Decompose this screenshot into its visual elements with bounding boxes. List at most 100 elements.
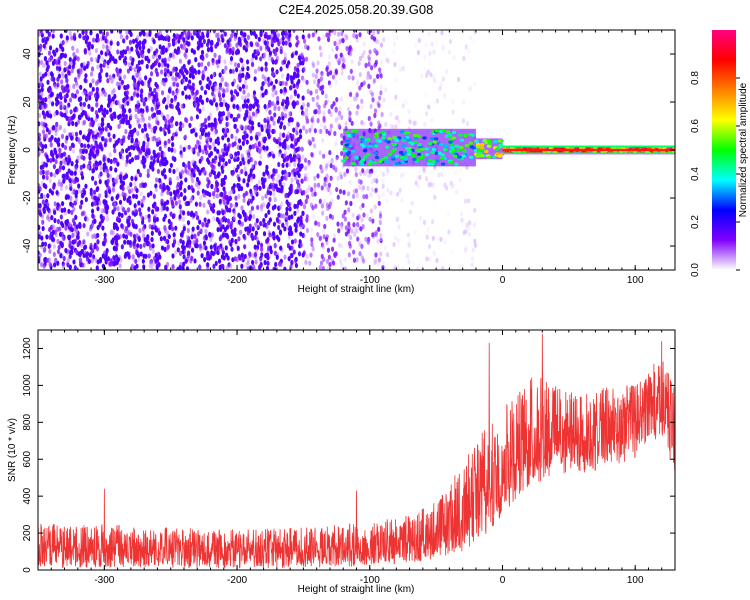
spectrogram-cell — [475, 145, 481, 149]
spectrogram-cell — [177, 38, 181, 44]
colorbar-tick-label: 0.0 — [690, 263, 701, 277]
spectrogram-cell — [117, 211, 122, 217]
spectrogram-cell — [46, 79, 50, 85]
spectrogram-cell — [438, 85, 442, 92]
snr-y-label: SNR (10 * v/v) — [7, 418, 18, 482]
spectrogram-cell — [270, 33, 274, 39]
spectrogram-cell — [194, 102, 198, 108]
spectrogram-cell — [268, 77, 273, 83]
spectrogram-cell — [258, 160, 262, 166]
spectrogram-cell — [129, 231, 133, 237]
spectrogram-cell — [277, 116, 281, 122]
spectrogram-cell — [155, 216, 159, 223]
spectrogram-cell — [83, 110, 88, 116]
spectrogram-cell — [257, 141, 262, 148]
spectrogram-cell — [311, 96, 315, 102]
spectrogram-cell — [163, 140, 167, 146]
spectrogram-cell — [222, 215, 226, 221]
spectrogram-cell — [299, 224, 304, 231]
spectrogram-cell — [119, 149, 124, 155]
spectrogram-cell — [358, 85, 362, 91]
spectrogram-cell — [155, 71, 160, 77]
spectrogram-cell — [286, 101, 290, 107]
spectrogram-cell — [288, 206, 292, 212]
spectrogram-cell — [196, 139, 200, 145]
spectrogram-cell — [69, 109, 73, 115]
spectrogram-cell — [62, 151, 67, 157]
spectrogram-cell — [398, 66, 402, 73]
spectrogram-cell — [154, 187, 158, 193]
spectrogram-cell — [254, 41, 259, 47]
spectrogram-cell — [430, 41, 434, 47]
spectrogram-cell — [247, 158, 251, 165]
spectrogram-cell — [126, 230, 130, 236]
spectrogram-cell — [288, 226, 292, 232]
spectrogram-cell — [273, 204, 277, 210]
spectrogram-cell — [377, 257, 382, 263]
spectrogram-cell — [310, 124, 314, 130]
spectrogram-cell — [327, 80, 332, 86]
spectrogram-cell — [243, 244, 247, 250]
spectrogram-cell — [95, 265, 99, 270]
spectrogram-cell — [347, 240, 352, 246]
spectrogram-cell — [381, 171, 386, 177]
spectrogram-cell — [196, 231, 201, 237]
spectrogram-cell — [468, 155, 474, 159]
spectrogram-cell — [91, 175, 95, 181]
spectrogram-cell — [386, 187, 390, 193]
spectrogram-cell — [71, 120, 75, 127]
spectrogram-cell — [226, 255, 230, 261]
spectrogram-cell — [309, 187, 314, 193]
spectrogram-cell — [336, 175, 340, 181]
spectrogram-cell — [216, 148, 220, 154]
spectrogram-cell — [426, 227, 430, 234]
spectrogram-cell — [74, 131, 79, 137]
spectrogram-cell — [218, 157, 223, 163]
spectrogram-cell — [72, 178, 76, 185]
spectrogram-cell — [338, 105, 343, 111]
spectrogram-cell — [323, 125, 327, 131]
spectrogram-cell — [184, 76, 188, 83]
spectrogram-cell — [307, 159, 311, 166]
spectrogram-cell — [59, 253, 63, 259]
spectrogram-cell — [40, 30, 44, 35]
spectrogram-cell — [138, 66, 142, 72]
spectrogram-cell — [293, 222, 297, 228]
spectrogram-cell — [432, 100, 437, 107]
spectrogram-cell — [179, 238, 183, 244]
spectrogram-cell — [327, 108, 331, 115]
spectrogram-cell — [191, 178, 195, 184]
spectrogram-cell — [162, 235, 167, 242]
spectrogram-cell — [289, 252, 293, 259]
spectrogram-cell — [213, 245, 217, 252]
spectrogram-cell — [108, 188, 112, 195]
spectrogram-cell — [322, 153, 326, 159]
spectrogram-cell — [366, 239, 370, 245]
spectrogram-cell — [80, 262, 84, 268]
spectrogram-cell — [249, 41, 254, 48]
spectrogram-cell — [226, 137, 230, 143]
spectrogram-cell — [126, 68, 130, 74]
spectrogram-cell — [89, 190, 93, 196]
spectrogram-cell — [119, 34, 124, 40]
spectrogram-cell — [182, 226, 186, 232]
spectrogram-cell — [468, 87, 472, 93]
spectrogram-cell — [473, 238, 477, 244]
spectrogram-cell — [293, 71, 297, 77]
spectrogram-cell — [259, 221, 263, 227]
spectrogram-cell — [217, 258, 222, 264]
spectrogram-cell — [214, 260, 218, 266]
spectrogram-cell — [79, 168, 83, 175]
spectrogram-cell — [310, 151, 314, 158]
spectrogram-cell — [102, 62, 106, 68]
spectrogram-cell — [268, 109, 272, 115]
spectrogram-cell — [199, 227, 204, 233]
spectrogram-cell — [82, 238, 86, 244]
spectrogram-cell — [124, 161, 128, 168]
spectrogram-cell — [345, 168, 350, 174]
spectrogram-cell — [71, 148, 76, 154]
spectrogram-cell — [321, 137, 325, 144]
spectrogram-cell — [454, 144, 459, 148]
spectrogram-cell — [83, 49, 87, 55]
